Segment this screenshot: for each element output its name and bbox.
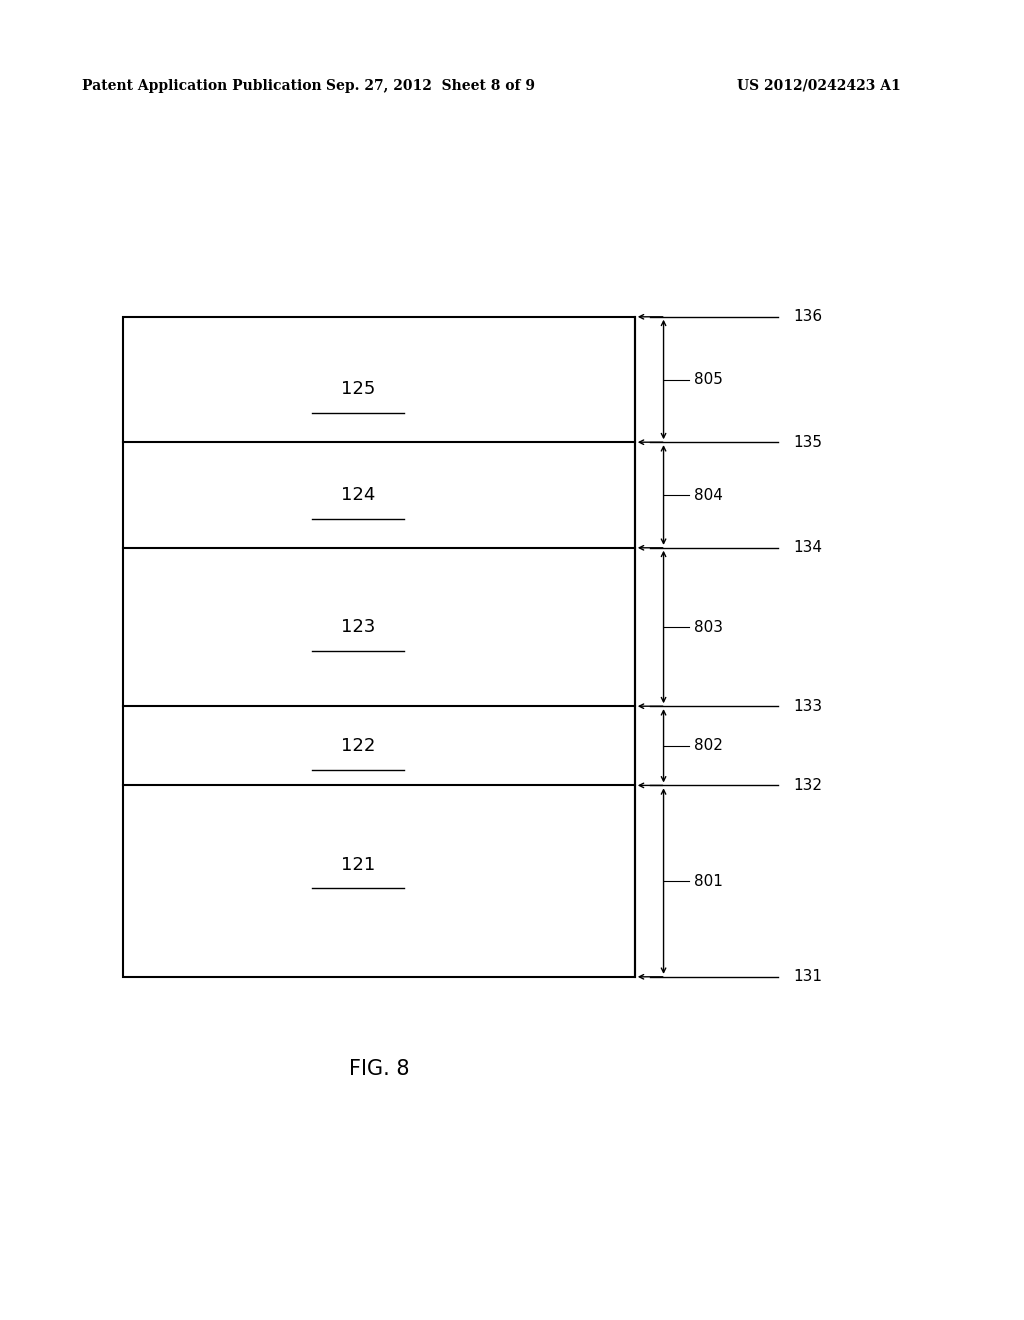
Text: 803: 803: [694, 619, 723, 635]
Text: 801: 801: [694, 874, 723, 888]
Text: US 2012/0242423 A1: US 2012/0242423 A1: [737, 79, 901, 92]
Text: 123: 123: [341, 618, 376, 636]
Text: Patent Application Publication: Patent Application Publication: [82, 79, 322, 92]
Text: 125: 125: [341, 380, 376, 399]
Text: 135: 135: [794, 434, 822, 450]
Text: 121: 121: [341, 855, 376, 874]
Text: 122: 122: [341, 737, 376, 755]
Bar: [123, 317, 635, 977]
Text: 131: 131: [794, 969, 822, 985]
Text: 136: 136: [794, 309, 822, 325]
Text: 133: 133: [794, 698, 822, 714]
Text: 805: 805: [694, 372, 723, 387]
Text: 804: 804: [694, 487, 723, 503]
Text: 134: 134: [794, 540, 822, 556]
Text: Sep. 27, 2012  Sheet 8 of 9: Sep. 27, 2012 Sheet 8 of 9: [326, 79, 535, 92]
Text: 132: 132: [794, 777, 822, 793]
Text: FIG. 8: FIG. 8: [348, 1059, 410, 1080]
Text: 802: 802: [694, 738, 723, 754]
Text: 124: 124: [341, 486, 376, 504]
